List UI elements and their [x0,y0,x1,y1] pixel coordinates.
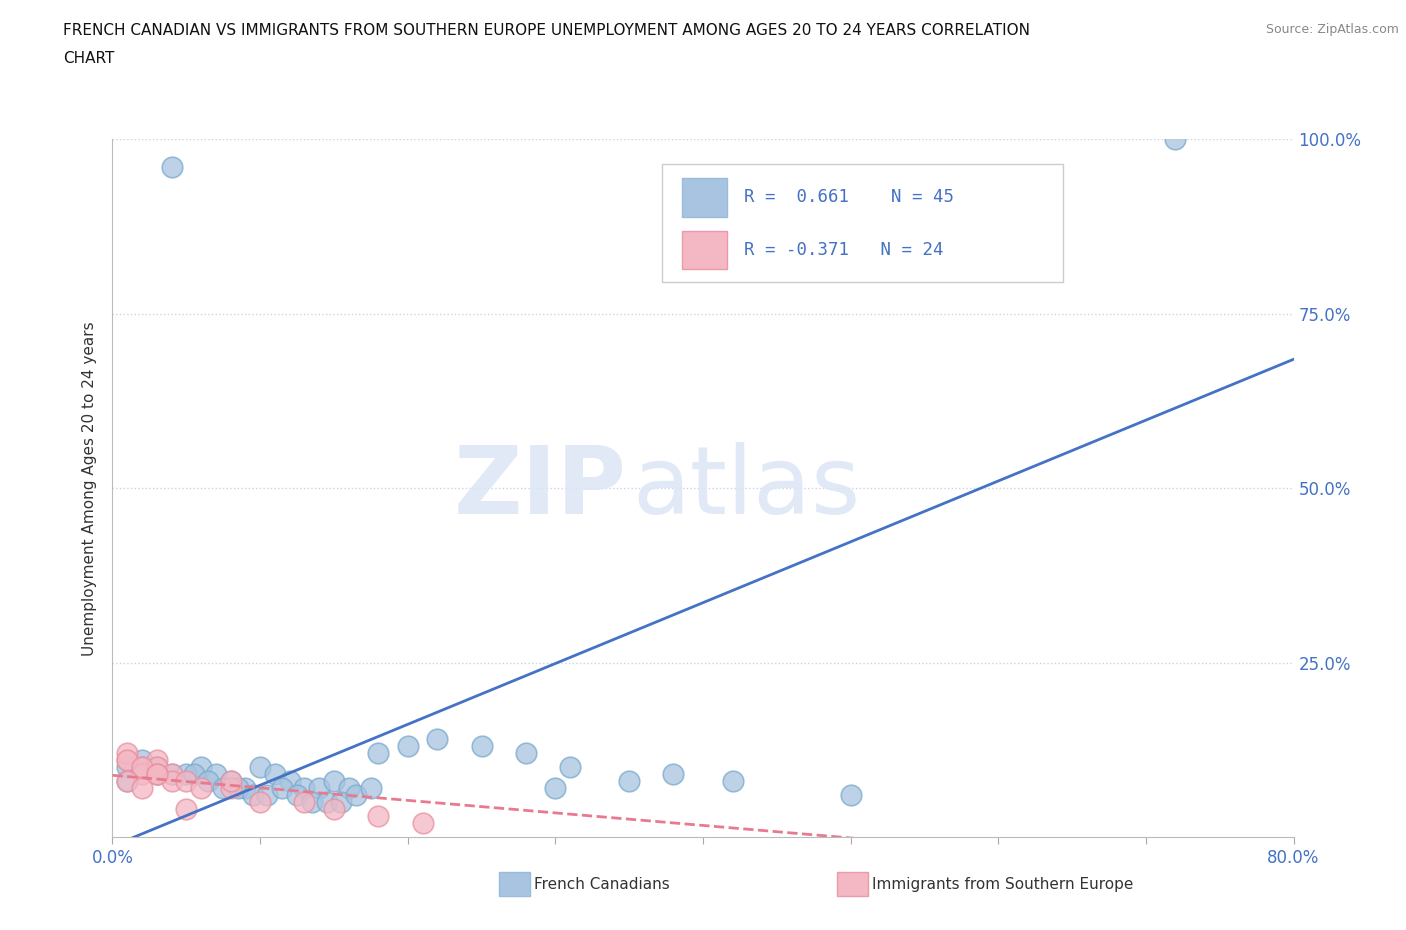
Point [160,160,183,175]
Text: R = -0.371   N = 24: R = -0.371 N = 24 [744,241,943,259]
Point [367,746,389,761]
Point [131,760,153,775]
Point [256,788,278,803]
Point [330,794,353,809]
Point [662,766,685,781]
Point [174,774,197,789]
Point [1164,132,1187,147]
Point [396,738,419,753]
Point [219,774,242,789]
Point [721,774,744,789]
Point [212,781,235,796]
Point [117,774,138,789]
Point [117,753,138,768]
Point [515,746,537,761]
Text: ZIP: ZIP [453,443,626,534]
Point [160,774,183,789]
Point [292,781,315,796]
Point [558,760,582,775]
Point [249,760,271,775]
Point [146,760,169,775]
Point [470,738,494,753]
Point [264,766,287,781]
Point [174,766,197,781]
Point [337,781,360,796]
FancyBboxPatch shape [662,164,1063,283]
Point [839,788,862,803]
Point [219,781,242,796]
Text: atlas: atlas [633,443,860,534]
Point [131,766,153,781]
Point [292,794,315,809]
Point [146,760,169,775]
Bar [682,179,727,217]
Text: Source: ZipAtlas.com: Source: ZipAtlas.com [1265,23,1399,36]
Point [278,774,301,789]
Point [146,766,169,781]
Point [367,809,389,824]
Text: R =  0.661    N = 45: R = 0.661 N = 45 [744,188,955,206]
Point [146,753,169,768]
Point [131,753,153,768]
Point [117,746,138,761]
Point [308,781,330,796]
Point [344,788,367,803]
Point [131,760,153,775]
Point [323,774,346,789]
Point [117,753,138,768]
Point [301,794,323,809]
Point [190,760,212,775]
Point [323,802,346,817]
Point [117,774,138,789]
Point [426,732,449,747]
Point [619,774,641,789]
Point [411,816,433,830]
Text: French Canadians: French Canadians [534,877,671,892]
Point [146,766,169,781]
Point [249,794,271,809]
Point [360,781,382,796]
Point [174,802,197,817]
Point [160,766,183,781]
Point [544,781,567,796]
Text: FRENCH CANADIAN VS IMMIGRANTS FROM SOUTHERN EUROPE UNEMPLOYMENT AMONG AGES 20 TO: FRENCH CANADIAN VS IMMIGRANTS FROM SOUTH… [63,23,1031,38]
Point [315,794,337,809]
Point [285,788,308,803]
Point [183,766,205,781]
Point [160,766,183,781]
Y-axis label: Unemployment Among Ages 20 to 24 years: Unemployment Among Ages 20 to 24 years [82,321,97,656]
Point [226,781,249,796]
Point [131,781,153,796]
Point [190,781,212,796]
Point [233,781,256,796]
Point [197,774,219,789]
Point [146,766,169,781]
Point [242,788,264,803]
Point [219,774,242,789]
Text: CHART: CHART [63,51,115,66]
Text: Immigrants from Southern Europe: Immigrants from Southern Europe [872,877,1133,892]
Point [271,781,294,796]
Point [117,760,138,775]
Point [131,760,153,775]
Point [205,766,228,781]
Bar [682,231,727,270]
